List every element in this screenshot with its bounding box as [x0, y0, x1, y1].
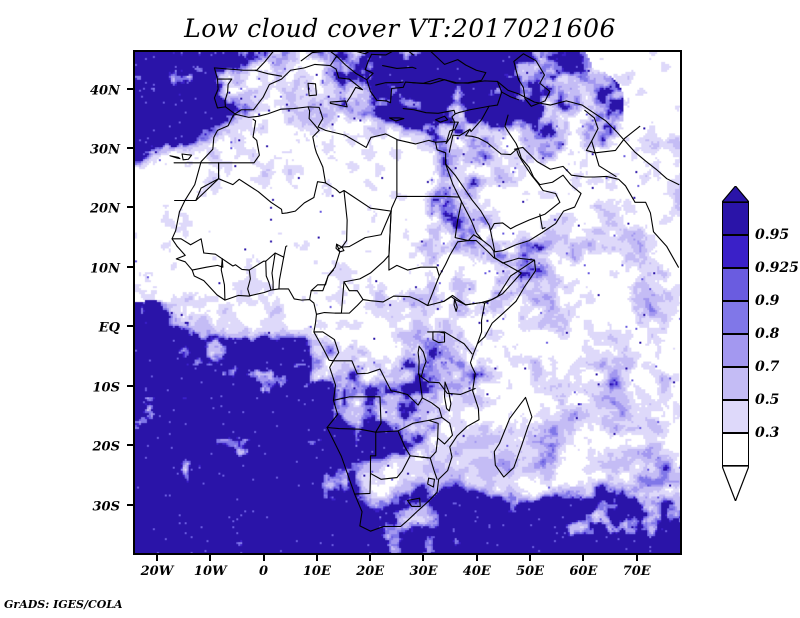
colorbar-tick-0-925: 0.925	[755, 260, 799, 276]
lat-tick-mark	[127, 265, 133, 268]
lon-tick-text: 10W	[193, 564, 227, 579]
lat-tick-label-10n: 10N	[0, 257, 120, 276]
lon-tick-label-20e: 20E	[356, 560, 384, 579]
lat-tick-label-30s: 30S	[0, 495, 120, 514]
lat-tick-text: 30N	[90, 142, 120, 158]
colorbar-top-arrow	[720, 185, 751, 203]
lat-tick-mark	[127, 87, 133, 90]
colorbar-tick-0-9: 0.9	[755, 293, 780, 309]
colorbar-tick-0-95: 0.95	[755, 227, 790, 243]
colorbar-band-1	[722, 235, 749, 268]
lon-tick-label-50e: 50E	[516, 560, 544, 579]
lat-tick-text: 30S	[92, 499, 120, 514]
lon-tick-mark	[315, 555, 318, 561]
lon-tick-mark	[155, 555, 158, 561]
page-title: Low cloud cover VT:2017021606	[184, 14, 616, 43]
lon-tick-label-10w: 10W	[194, 560, 227, 579]
lon-tick-text: 40E	[462, 564, 491, 579]
grads-credit: GrADS: IGES/COLA	[4, 598, 123, 611]
lon-tick-label-40e: 40E	[463, 560, 491, 579]
lat-tick-text: 20N	[90, 201, 120, 217]
lon-tick-text: 10E	[302, 564, 331, 579]
lat-tick-label-40n: 40N	[0, 79, 120, 98]
lat-tick-label-10s: 10S	[0, 376, 120, 395]
lon-tick-label-70e: 70E	[623, 560, 651, 579]
lon-tick-mark	[209, 555, 212, 561]
lon-tick-label-30e: 30E	[409, 560, 437, 579]
lat-tick-mark	[127, 206, 133, 209]
lat-tick-mark	[127, 325, 133, 328]
lon-tick-label-10e: 10E	[303, 560, 331, 579]
lon-tick-label-20w: 20W	[141, 560, 174, 579]
lon-tick-text: 50E	[516, 564, 545, 579]
colorbar-band-6	[722, 400, 749, 433]
colorbar-tick-0-7: 0.7	[755, 359, 780, 375]
lat-tick-text: 10S	[92, 380, 120, 396]
map-plot-area	[133, 50, 682, 555]
colorbar-band-4	[722, 334, 749, 367]
colorbar-band-0	[722, 202, 749, 235]
colorbar-tick-0-3: 0.3	[755, 425, 780, 441]
lon-tick-label-0: 0	[259, 560, 268, 579]
lat-tick-mark	[127, 444, 133, 447]
lon-tick-text: 20W	[140, 564, 174, 579]
colorbar-band-7	[722, 433, 749, 466]
lon-tick-mark	[635, 555, 638, 561]
lon-tick-mark	[262, 555, 265, 561]
lon-tick-mark	[475, 555, 478, 561]
lat-tick-label-20s: 20S	[0, 436, 120, 455]
lat-tick-label-30n: 30N	[0, 139, 120, 158]
lon-tick-text: 0	[259, 564, 269, 579]
colorbar-band-5	[722, 367, 749, 400]
lon-tick-mark	[582, 555, 585, 561]
lon-tick-mark	[369, 555, 372, 561]
colorbar-bottom-arrow	[721, 465, 750, 503]
lat-tick-label-eq: EQ	[0, 317, 120, 336]
lon-tick-mark	[529, 555, 532, 561]
colorbar-tick-0-8: 0.8	[755, 326, 780, 342]
lon-tick-text: 60E	[569, 564, 598, 579]
lat-tick-text: EQ	[98, 320, 120, 336]
lat-tick-mark	[127, 384, 133, 387]
colorbar-band-3	[722, 301, 749, 334]
lat-tick-text: 10N	[90, 261, 120, 277]
lat-tick-mark	[127, 503, 133, 506]
lat-tick-text: 40N	[90, 83, 120, 99]
lat-tick-mark	[127, 147, 133, 150]
lat-tick-label-20n: 20N	[0, 198, 120, 217]
lon-tick-text: 20E	[356, 564, 385, 579]
lon-tick-text: 30E	[409, 564, 438, 579]
colorbar-tick-0-5: 0.5	[755, 392, 780, 408]
lon-tick-text: 70E	[622, 564, 651, 579]
lat-tick-text: 20S	[92, 439, 120, 455]
colorbar-band-2	[722, 268, 749, 301]
lon-tick-label-60e: 60E	[569, 560, 597, 579]
cloud-cover-raster	[135, 52, 680, 553]
lon-tick-mark	[422, 555, 425, 561]
